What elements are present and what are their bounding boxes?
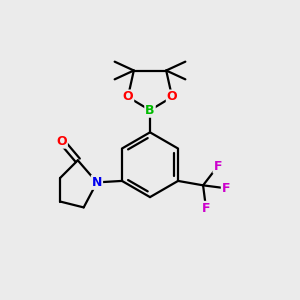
Text: F: F xyxy=(222,182,230,195)
Text: O: O xyxy=(56,135,67,148)
Text: F: F xyxy=(214,160,222,173)
Text: N: N xyxy=(92,176,102,189)
Text: O: O xyxy=(167,91,177,103)
Text: F: F xyxy=(202,202,210,215)
Text: O: O xyxy=(123,91,133,103)
Text: B: B xyxy=(145,104,155,117)
